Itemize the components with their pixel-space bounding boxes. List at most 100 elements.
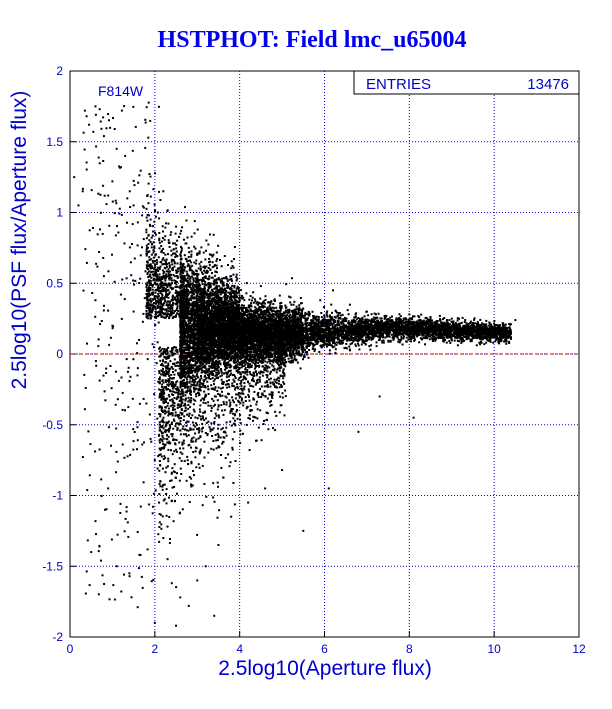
data-point <box>501 330 504 333</box>
data-point <box>445 325 448 328</box>
data-point <box>337 328 340 331</box>
data-point <box>331 339 334 342</box>
data-point <box>387 328 390 330</box>
data-point <box>361 326 364 329</box>
data-point <box>431 319 433 322</box>
data-point <box>333 345 336 348</box>
data-point <box>222 290 225 293</box>
data-point <box>454 335 457 338</box>
data-point <box>375 325 378 328</box>
data-point <box>433 322 436 325</box>
data-point <box>185 326 188 329</box>
data-point <box>495 338 498 341</box>
data-point <box>376 323 379 326</box>
data-point <box>466 336 468 339</box>
x-tick-label: 12 <box>572 642 586 656</box>
data-point <box>193 323 196 326</box>
data-point <box>241 294 243 297</box>
data-point <box>213 345 216 348</box>
data-point <box>341 320 344 323</box>
data-point <box>192 278 195 281</box>
data-point <box>310 334 313 337</box>
data-point <box>435 325 438 328</box>
data-point <box>430 334 433 337</box>
data-point <box>182 394 185 397</box>
data-point <box>252 301 255 304</box>
data-point <box>337 323 340 326</box>
data-point <box>449 341 452 344</box>
data-point <box>229 298 231 301</box>
data-point <box>431 340 434 342</box>
data-point <box>503 340 506 343</box>
data-point <box>351 330 354 333</box>
data-point <box>179 383 182 386</box>
data-point <box>312 317 315 320</box>
data-point <box>419 337 422 340</box>
data-point <box>149 437 152 440</box>
data-point <box>187 604 190 607</box>
data-point <box>237 346 240 349</box>
data-point <box>325 336 328 339</box>
data-point <box>325 318 327 321</box>
data-point <box>228 375 230 378</box>
data-point <box>222 345 225 348</box>
data-point <box>334 332 337 335</box>
data-point <box>473 336 476 339</box>
data-point <box>206 380 209 383</box>
data-point <box>219 363 222 366</box>
y-tick-label: 2 <box>56 64 63 78</box>
data-point <box>403 335 405 338</box>
data-point <box>257 303 260 306</box>
data-point <box>92 130 95 133</box>
data-point <box>90 551 93 554</box>
data-point <box>389 329 392 332</box>
data-point <box>315 315 318 318</box>
data-point <box>458 340 461 343</box>
data-point <box>494 340 497 343</box>
data-point <box>254 300 257 303</box>
data-point <box>136 221 139 224</box>
data-point <box>187 331 190 334</box>
data-point <box>189 316 192 319</box>
data-point <box>193 310 195 313</box>
data-point <box>318 338 321 341</box>
data-point <box>485 327 488 330</box>
data-point <box>340 334 343 337</box>
data-point <box>340 340 343 343</box>
data-point <box>224 359 227 362</box>
data-point <box>196 298 199 300</box>
data-point <box>495 327 498 330</box>
data-point <box>323 317 326 320</box>
data-point <box>266 310 269 313</box>
data-point <box>481 322 484 325</box>
data-point <box>407 335 410 338</box>
data-point <box>124 154 127 157</box>
data-point <box>422 319 425 322</box>
data-point <box>107 194 110 197</box>
data-point <box>188 362 190 365</box>
data-point <box>399 315 402 318</box>
data-point <box>334 319 337 322</box>
data-point <box>347 320 350 323</box>
data-point <box>180 247 183 250</box>
data-point <box>179 596 182 599</box>
data-point <box>420 313 423 316</box>
data-point <box>338 333 341 336</box>
data-point <box>350 321 353 324</box>
data-point <box>235 273 238 276</box>
data-point <box>366 318 369 321</box>
data-point <box>194 325 197 328</box>
data-point <box>327 327 330 330</box>
data-point <box>377 312 380 315</box>
data-point <box>187 364 190 367</box>
data-point <box>198 252 201 255</box>
data-point <box>325 313 328 316</box>
data-point <box>467 335 470 338</box>
data-point <box>453 339 456 342</box>
data-point <box>102 275 105 278</box>
data-point <box>289 313 292 316</box>
data-point <box>184 322 187 325</box>
data-point <box>308 349 311 351</box>
data-point <box>338 335 341 337</box>
data-point <box>186 314 189 317</box>
